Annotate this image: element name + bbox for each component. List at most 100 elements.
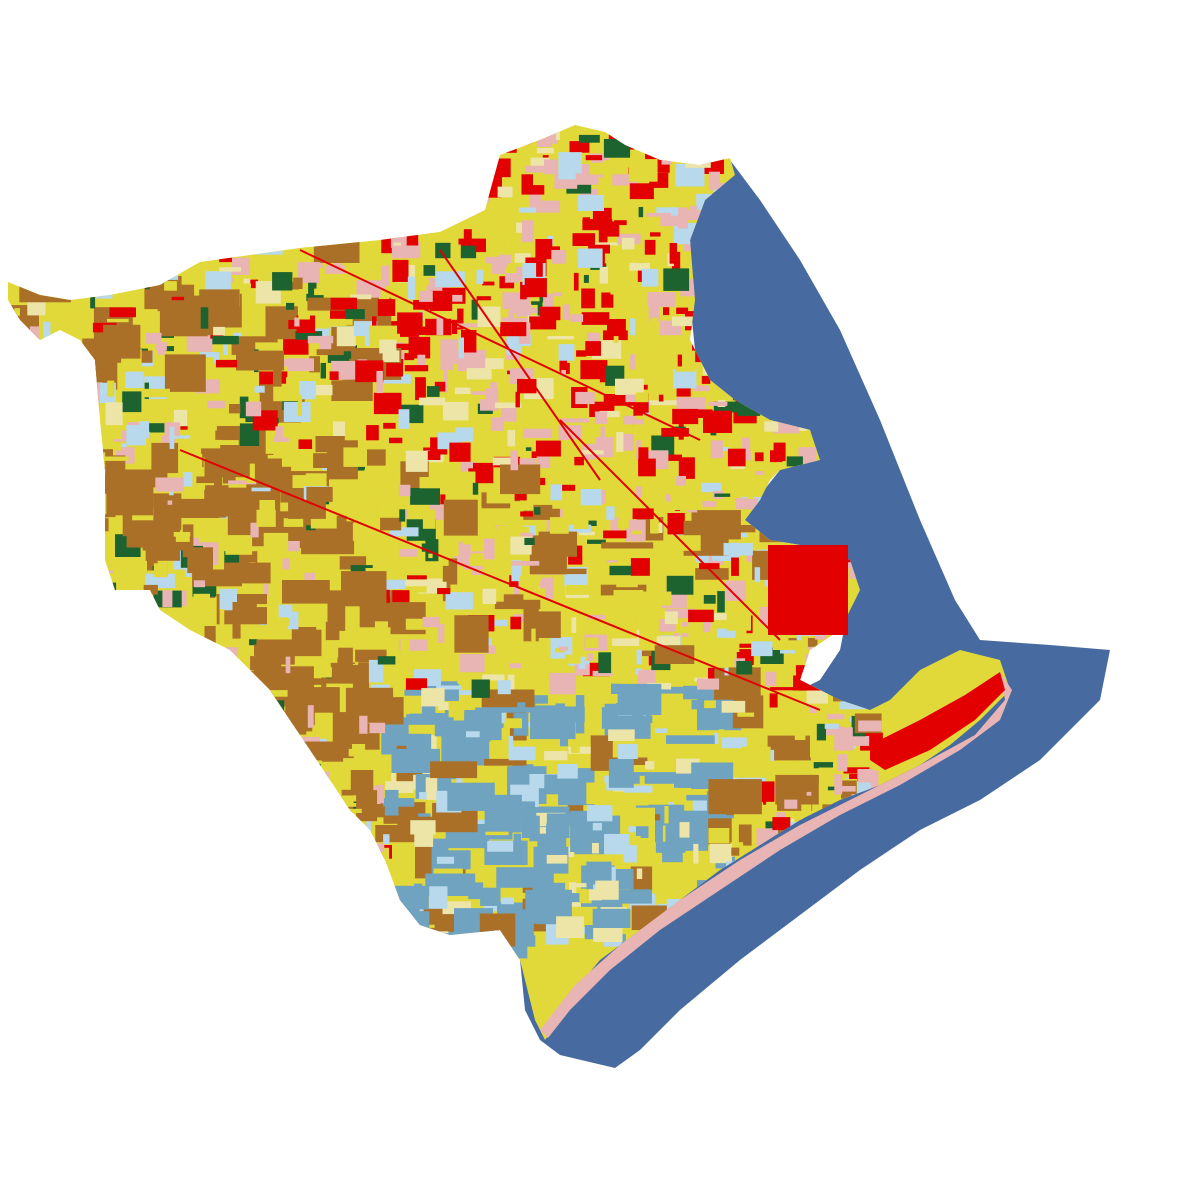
cultivated_crops-patch — [100, 828, 109, 841]
cultivated_crops-patch — [186, 725, 216, 738]
pasture_hay-patch — [17, 444, 30, 481]
developed_high-patch — [280, 185, 287, 207]
developed_high-patch — [298, 439, 313, 449]
cultivated_crops-patch — [670, 491, 698, 511]
grassland-patch — [599, 410, 620, 418]
cultivated_crops-patch — [148, 693, 163, 717]
developed_high-patch — [383, 422, 396, 429]
pasture_hay-patch — [14, 403, 25, 435]
developed_low-patch — [263, 583, 269, 596]
developed_high-patch — [630, 558, 650, 576]
pasture_hay-patch — [43, 125, 57, 154]
pasture_hay-patch — [30, 551, 53, 585]
developed_low-patch — [586, 332, 601, 344]
cultivated_crops-patch — [283, 518, 304, 527]
developed_high-patch — [637, 262, 645, 282]
grassland-patch — [657, 522, 663, 533]
developed_low-patch — [60, 778, 70, 797]
developed_low-patch — [156, 342, 167, 351]
developed_low-patch — [587, 653, 593, 662]
developed_low-patch — [544, 159, 558, 175]
developed_low-patch — [133, 931, 143, 936]
developed_low-patch — [630, 354, 636, 370]
developed_high-patch — [430, 290, 453, 311]
developed_low-patch — [746, 551, 757, 562]
grassland-patch — [175, 941, 200, 958]
cultivated_crops-patch — [382, 462, 394, 485]
pasture_hay-patch — [61, 190, 89, 223]
cultivated_crops-patch — [864, 339, 879, 346]
developed_high-patch — [614, 220, 627, 226]
herbaceous_wetland-patch — [641, 268, 659, 287]
developed_high-patch — [535, 239, 553, 260]
grassland-patch — [744, 160, 768, 165]
developed_high-patch — [393, 343, 411, 350]
forest-patch — [799, 914, 826, 919]
developed_low-patch — [559, 646, 569, 651]
pasture_hay-patch — [230, 428, 241, 444]
forest-patch — [41, 371, 68, 384]
herbaceous_wetland-patch — [272, 125, 283, 143]
pasture_hay-patch — [116, 702, 143, 736]
grassland-patch — [213, 858, 239, 876]
cultivated_crops-patch — [107, 424, 123, 439]
developed_low-patch — [660, 126, 670, 135]
herbaceous_wetland-patch — [57, 242, 75, 249]
herbaceous_wetland-patch — [25, 789, 44, 801]
developed_low-patch — [735, 497, 758, 510]
herbaceous_wetland-patch — [27, 924, 53, 937]
cultivated_crops-patch — [170, 743, 184, 763]
developed_low-patch — [428, 147, 447, 167]
cultivated_crops-patch — [8, 513, 12, 528]
developed_high-patch — [576, 350, 587, 357]
developed_high-patch — [34, 906, 54, 919]
herbaceous_wetland-patch — [256, 838, 272, 853]
developed_low-patch — [131, 806, 160, 821]
pasture_hay-patch — [179, 659, 214, 684]
herbaceous_wetland-patch — [206, 644, 218, 663]
developed_low-patch — [317, 892, 335, 906]
developed_low-patch — [676, 476, 687, 486]
herbaceous_wetland-patch — [348, 133, 358, 147]
cultivated_crops-patch — [111, 442, 122, 451]
forest-patch — [258, 876, 273, 881]
developed_high-patch — [415, 377, 426, 401]
developed_low-patch — [509, 307, 538, 314]
forest-patch — [762, 158, 768, 176]
grassland-patch — [507, 430, 516, 447]
cultivated_crops-patch — [237, 711, 265, 716]
developed_low-patch — [287, 358, 314, 372]
herbaceous_wetland-patch — [806, 132, 831, 146]
cultivated_crops-patch — [153, 563, 168, 578]
grassland-patch — [189, 217, 216, 235]
pasture_hay-patch — [833, 888, 867, 911]
herbaceous_wetland-patch — [145, 573, 175, 589]
herbaceous_wetland-patch — [364, 331, 370, 346]
forest-patch — [527, 125, 539, 131]
forest-patch — [598, 652, 612, 674]
cultivated_crops-patch — [26, 505, 54, 523]
developed_low-patch — [560, 418, 589, 423]
forest-patch — [11, 633, 41, 637]
developed_low-patch — [175, 708, 199, 725]
cultivated_crops-patch — [450, 244, 461, 267]
pasture_hay-patch — [40, 456, 94, 472]
herbaceous_wetland-patch — [206, 764, 235, 785]
grassland-patch — [290, 896, 304, 910]
cultivated_crops-patch — [635, 415, 662, 420]
cultivated_crops-patch — [193, 221, 202, 235]
cultivated_crops-patch — [682, 350, 696, 372]
pasture_hay-patch — [153, 454, 164, 481]
herbaceous_wetland-patch — [817, 192, 826, 209]
grassland-patch — [219, 267, 241, 272]
developed_low-patch — [440, 360, 454, 370]
developed_high-patch — [580, 360, 608, 383]
developed_low-patch — [588, 614, 606, 620]
developed_high-patch — [779, 149, 801, 165]
cultivated_crops-patch — [375, 548, 387, 568]
pasture_hay-patch — [116, 936, 137, 950]
cultivated_crops-patch — [100, 507, 105, 523]
developed_low-patch — [529, 187, 541, 210]
herbaceous_wetland-patch — [306, 806, 337, 826]
